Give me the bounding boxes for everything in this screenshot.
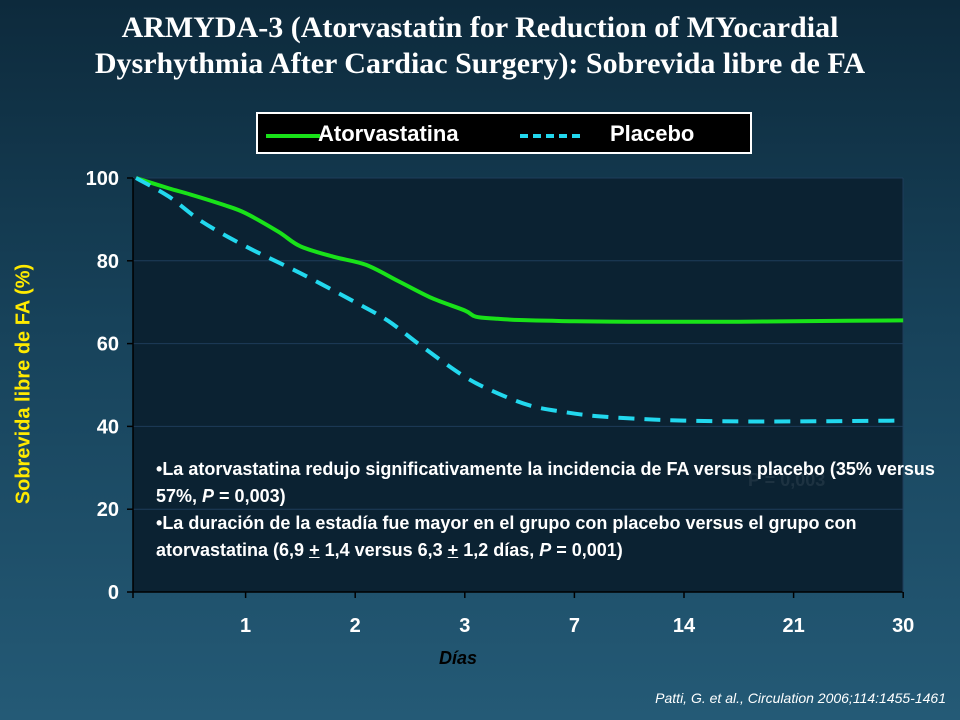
legend-swatch-atorvastatina (266, 134, 320, 138)
x-tick-label: 3 (459, 615, 470, 637)
annotation-bullet-2: •La duración de la estadía fue mayor en … (156, 513, 857, 560)
legend-swatch-placebo (520, 134, 580, 138)
legend-label-placebo: Placebo (610, 121, 695, 146)
faint-p-value: P = 0,003 (748, 470, 826, 490)
plot-area (133, 178, 903, 592)
x-tick-label: 30 (892, 615, 914, 637)
x-tick-label: 14 (673, 615, 696, 637)
y-tick-label: 20 (97, 499, 119, 521)
y-tick-label: 0 (108, 582, 119, 604)
legend-label-atorvastatina: Atorvastatina (318, 121, 459, 146)
annotation-box: •La atorvastatina redujo significativame… (156, 456, 946, 564)
series-line-placebo (135, 176, 904, 424)
slide-title: ARMYDA-3 (Atorvastatin for Reduction of … (0, 10, 960, 82)
y-tick-label: 40 (97, 416, 119, 438)
title-line-1: ARMYDA-3 (Atorvastatin for Reduction of … (121, 11, 839, 44)
y-axis-label: Sobrevida libre de FA (%) (12, 263, 35, 505)
x-tick-label: 1 (240, 615, 251, 637)
x-tick-label: 2 (350, 615, 361, 637)
y-tick-label: 100 (86, 168, 119, 190)
x-axis-label: Días (438, 648, 478, 668)
x-tick-label: 7 (569, 615, 580, 637)
chart-legend: Atorvastatina Placebo (256, 112, 752, 154)
y-tick-label: 60 (97, 334, 119, 356)
citation: Patti, G. et al., Circulation 2006;114:1… (655, 690, 946, 706)
annotation-bullet-1: •La atorvastatina redujo significativame… (156, 459, 935, 506)
series-line-atorvastatina (135, 176, 904, 324)
y-tick-label: 80 (97, 251, 119, 273)
title-line-2: Dysrhythmia After Cardiac Surgery): Sobr… (94, 47, 866, 80)
x-tick-label: 21 (782, 615, 804, 637)
